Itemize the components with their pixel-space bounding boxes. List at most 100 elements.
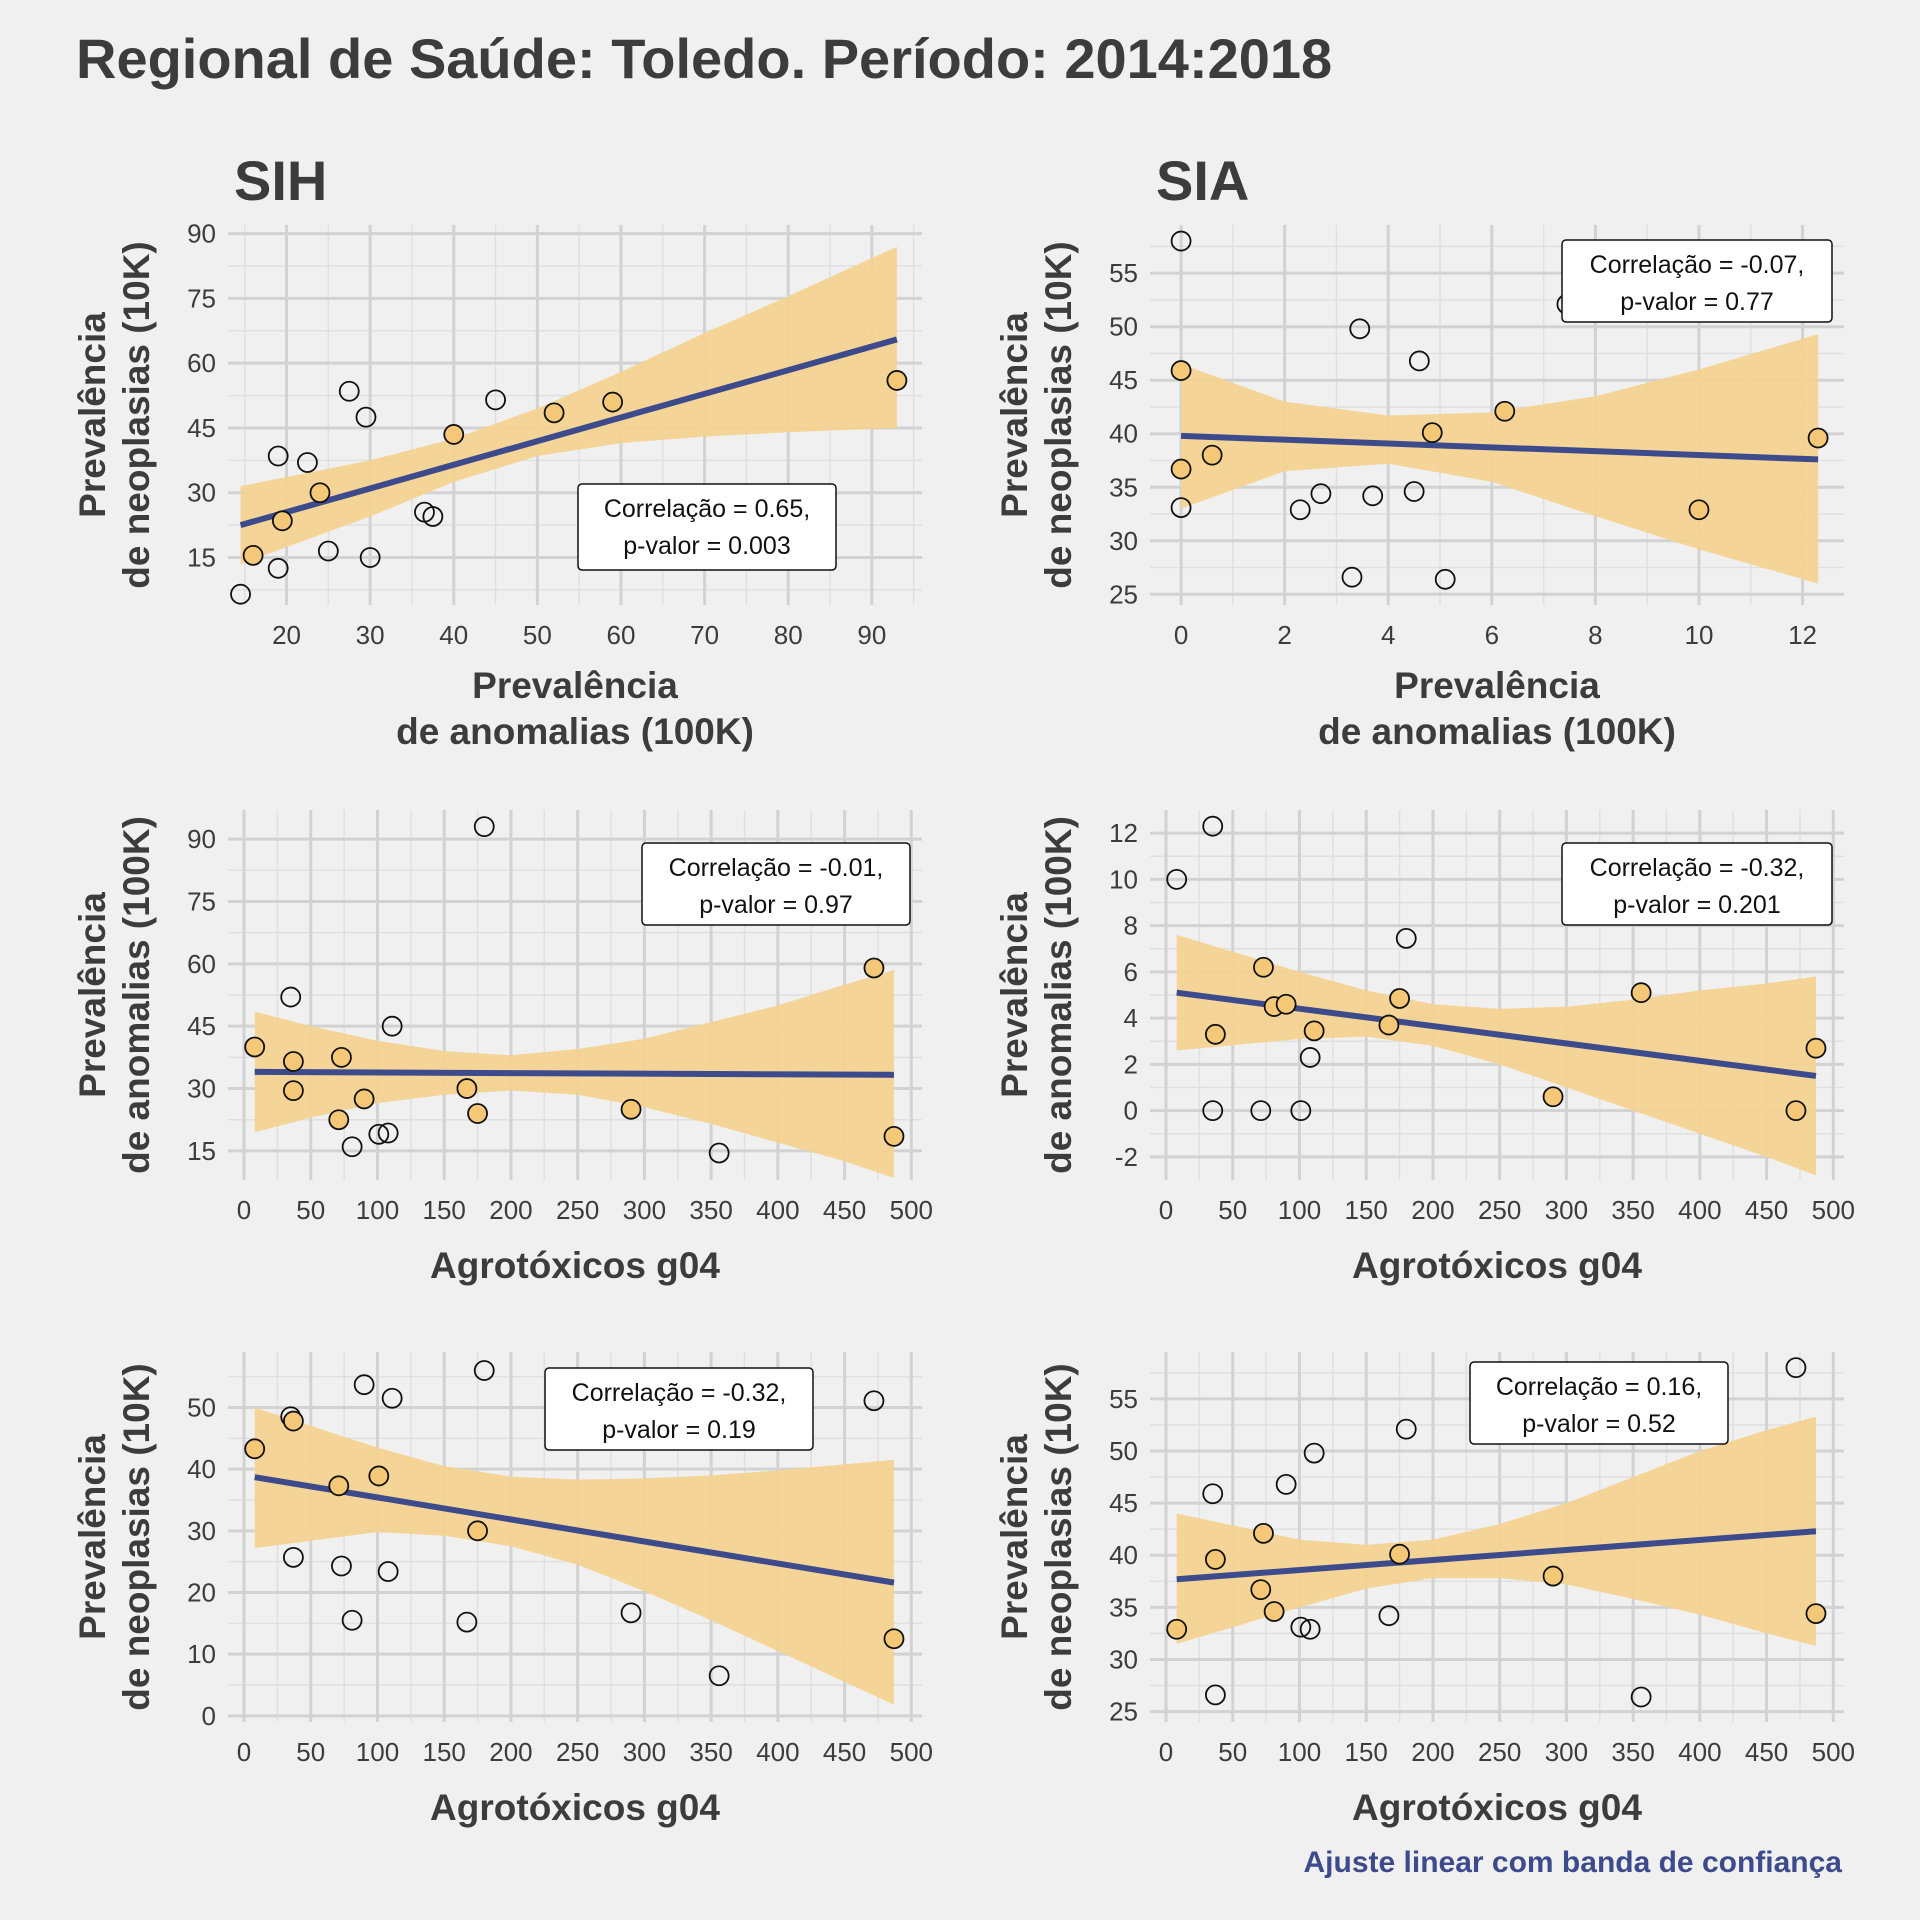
- x-tick-label: 100: [1278, 1737, 1321, 1767]
- correlation-box: [1561, 239, 1833, 323]
- data-point: [1395, 1418, 1417, 1440]
- data-point: [355, 406, 377, 428]
- fit-line: [239, 336, 898, 529]
- data-point: [267, 557, 289, 579]
- data-point: [1807, 427, 1829, 449]
- confidence-band: [1176, 934, 1816, 1176]
- y-tick-label: 30: [1109, 526, 1138, 556]
- x-tick-label: 500: [890, 1195, 933, 1225]
- data-point: [244, 1438, 266, 1460]
- data-point: [473, 1360, 495, 1381]
- y-tick-label: 30: [187, 1074, 216, 1104]
- data-point: [1805, 1037, 1827, 1059]
- x-tick-label: 250: [1478, 1737, 1521, 1767]
- x-tick-label: 0: [237, 1195, 251, 1225]
- data-point: [1341, 566, 1363, 588]
- x-axis-title: de anomalias (100K): [396, 711, 754, 752]
- correlation-box: [544, 1367, 814, 1451]
- data-point: [341, 1609, 363, 1631]
- y-tick-label: 45: [187, 1011, 216, 1041]
- data-point: [1395, 927, 1417, 949]
- chart-panel-1: 20 30 40 50 60 70 80 90153045607590Prevalênciad…: [72, 219, 922, 752]
- y-tick-label: 75: [187, 283, 216, 313]
- y-tick-label: 35: [1109, 1592, 1138, 1622]
- data-point: [1204, 1023, 1226, 1045]
- data-point: [883, 1125, 905, 1147]
- fit-line: [1176, 1528, 1817, 1583]
- data-point: [297, 452, 318, 473]
- data-point: [1170, 360, 1192, 381]
- data-point: [1263, 1601, 1285, 1622]
- x-tick-label: 50: [1218, 1737, 1247, 1767]
- x-tick-label: 40: [439, 620, 468, 650]
- y-tick-label: 55: [1109, 258, 1138, 288]
- data-point: [863, 957, 885, 979]
- data-point: [331, 1555, 352, 1577]
- x-tick-label: 50: [296, 1737, 325, 1767]
- data-point: [1204, 1549, 1226, 1570]
- data-point: [271, 510, 293, 532]
- x-tick-label: 150: [1345, 1195, 1388, 1225]
- data-point: [267, 445, 289, 467]
- column-title-sih: SIH: [234, 149, 328, 212]
- y-axis-title: de neoplasias (10K): [116, 1363, 157, 1711]
- x-tick-label: 12: [1788, 620, 1817, 650]
- y-axis-title: Prevalência: [994, 1434, 1035, 1640]
- x-tick-label: 400: [1678, 1195, 1721, 1225]
- p-value-label: p-valor = 0.52: [1522, 1410, 1676, 1438]
- data-point: [1408, 350, 1430, 372]
- data-point: [1434, 568, 1456, 590]
- y-tick-label: 40: [187, 1454, 216, 1484]
- data-point: [338, 380, 360, 402]
- data-point: [282, 1051, 304, 1072]
- fit-line: [1180, 432, 1819, 463]
- x-tick-label: 50: [523, 620, 552, 650]
- x-tick-label: 350: [1611, 1195, 1654, 1225]
- y-tick-label: 20: [187, 1578, 216, 1608]
- data-point: [244, 1036, 266, 1058]
- x-tick-label: 150: [1345, 1737, 1388, 1767]
- x-axis-title: de anomalias (100K): [1318, 711, 1676, 752]
- confidence-band: [254, 1407, 894, 1705]
- x-tick-label: 300: [1545, 1737, 1588, 1767]
- y-tick-label: 0: [1124, 1096, 1138, 1126]
- x-tick-label: 500: [1812, 1737, 1855, 1767]
- x-tick-label: 150: [423, 1737, 466, 1767]
- correlation-box: [1561, 842, 1833, 926]
- data-point: [1170, 497, 1192, 518]
- data-point: [377, 1122, 399, 1144]
- x-tick-label: 450: [823, 1737, 866, 1767]
- x-tick-label: 350: [689, 1195, 732, 1225]
- y-tick-label: 45: [1109, 365, 1138, 395]
- data-point: [883, 1628, 905, 1650]
- data-point: [1303, 1442, 1325, 1464]
- x-tick-label: 500: [890, 1737, 933, 1767]
- column-title-sia: SIA: [1156, 149, 1250, 212]
- y-axis-title: de neoplasias (10K): [1038, 241, 1079, 589]
- data-point: [485, 389, 506, 411]
- x-tick-label: 100: [356, 1195, 399, 1225]
- data-point: [1389, 988, 1410, 1009]
- x-tick-label: 100: [1278, 1195, 1321, 1225]
- chart-panel-2: 0 2 4 6 8 10 12 25 30 35 40 45 50 55 Prevalência de ano…: [994, 225, 1844, 752]
- data-point: [282, 1080, 304, 1102]
- data-point: [368, 1123, 390, 1145]
- x-tick-label: 0: [1159, 1737, 1173, 1767]
- data-point: [1630, 1686, 1652, 1708]
- x-tick-label: 100: [356, 1737, 399, 1767]
- x-axis-title: Agrotóxicos g04: [430, 1787, 720, 1828]
- x-tick-label: 450: [1745, 1737, 1788, 1767]
- x-axis-title: Prevalência: [472, 665, 678, 706]
- y-axis-title: Prevalência: [72, 1434, 113, 1640]
- data-point: [1378, 1605, 1400, 1627]
- chart-panel-5: 0 50 100 150 200 250 300 350 400 450 500 0 10 20 30 40 5…: [72, 1352, 933, 1828]
- x-tick-label: 400: [756, 1195, 799, 1225]
- y-tick-label: 45: [1109, 1488, 1138, 1518]
- data-point: [381, 1015, 403, 1037]
- data-point: [341, 1136, 363, 1158]
- p-value-label: p-valor = 0.003: [623, 532, 790, 560]
- x-tick-label: 50: [296, 1195, 325, 1225]
- data-point: [317, 540, 339, 562]
